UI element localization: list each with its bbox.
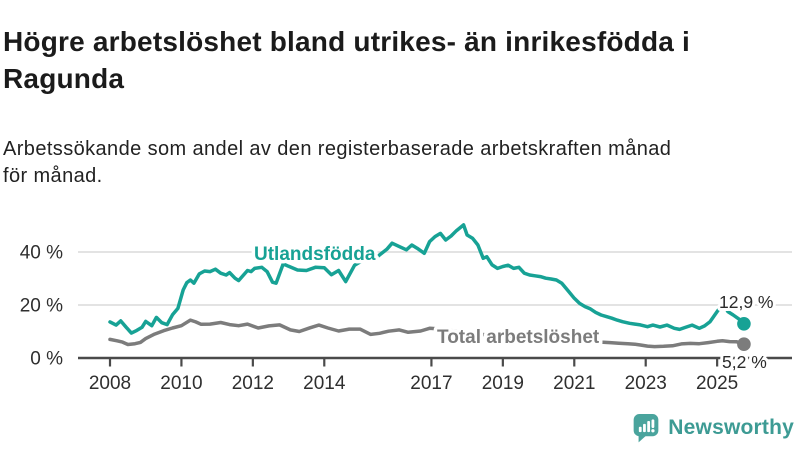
series-line-utlandsfodda — [108, 223, 746, 335]
series-end-value-label: 12,9 % — [719, 292, 773, 312]
series-line-total — [108, 318, 746, 349]
newsworthy-logo-icon — [633, 414, 659, 443]
unemployment-line-chart: 0 % 20 % 40 % 2008 2010 2012 2014 2017 2019 2021 2… — [20, 223, 792, 394]
x-tick-label: 2019 — [482, 373, 524, 394]
y-tick-label: 0 % — [30, 349, 63, 370]
x-tick-label: 2008 — [89, 373, 131, 394]
y-tick-label: 40 % — [20, 242, 63, 263]
y-tick-label: 20 % — [20, 295, 63, 316]
series-label-utlandsfodda: Utlandsfödda — [254, 244, 376, 265]
x-tick-label: 2017 — [410, 373, 452, 394]
chart-subtitle: Arbetssökande som andel av den registerb… — [3, 138, 672, 188]
newsworthy-branding: Newsworthy — [632, 413, 794, 443]
x-tick-label: 2010 — [160, 373, 202, 394]
series-end-dot — [737, 316, 751, 331]
newsworthy-logo-text: Newsworthy — [668, 416, 794, 439]
series-end-dot — [737, 337, 751, 352]
x-tick-label: 2014 — [303, 373, 346, 394]
page-title: Högre arbetslöshet bland utrikes- än inr… — [3, 25, 691, 95]
x-tick-label: 2023 — [625, 373, 667, 394]
x-tick-label: 2012 — [232, 373, 274, 394]
series-end-value-label: 5,2 % — [722, 352, 767, 372]
x-tick-label: 2025 — [696, 373, 738, 394]
x-tick-label: 2021 — [553, 373, 595, 394]
series-label-total: Total arbetslöshet — [437, 327, 600, 348]
